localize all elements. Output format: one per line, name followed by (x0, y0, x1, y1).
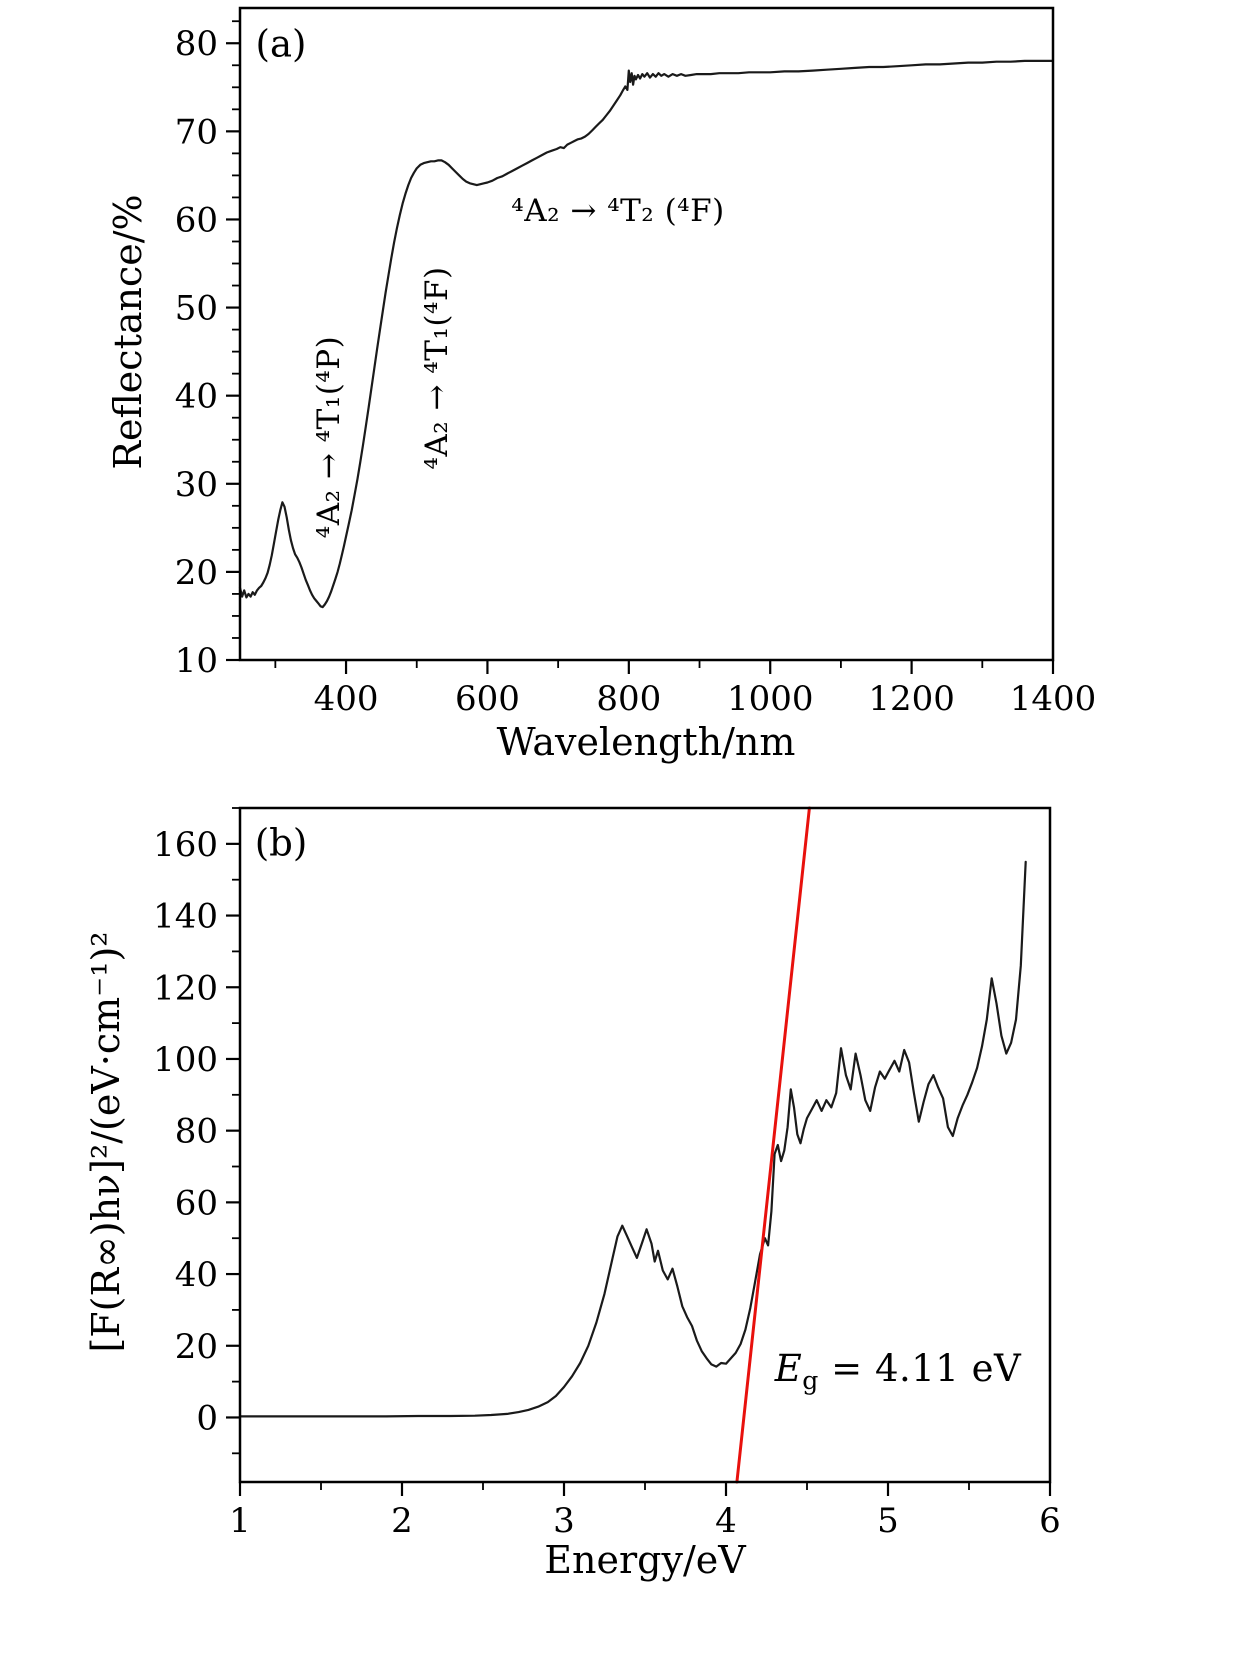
svg-text:20: 20 (175, 1327, 218, 1367)
svg-text:800: 800 (596, 679, 661, 719)
svg-text:2: 2 (391, 1501, 413, 1541)
panel-a-reflectance-chart: 400 600 800 1000 1200 1400 10 20 30 40 50 60 70 80 (a… (0, 0, 1260, 790)
panel-a-label: (a) (255, 22, 307, 66)
svg-text:140: 140 (153, 897, 218, 937)
svg-text:4: 4 (715, 1501, 737, 1541)
panel-b-label: (b) (254, 821, 308, 865)
svg-text:60: 60 (175, 200, 218, 240)
svg-text:60: 60 (175, 1183, 218, 1223)
svg-text:5: 5 (877, 1501, 899, 1541)
panel-a-x-axis-label: Wavelength/nm (496, 720, 796, 764)
svg-text:400: 400 (314, 679, 379, 719)
svg-text:40: 40 (175, 1255, 218, 1295)
band-gap-symbol: E (774, 1346, 803, 1390)
panel-b-tauc-chart: 1 2 3 4 5 6 0 20 40 60 80 100 120 140 160 (b) [F(R∞)hν… (0, 790, 1260, 1677)
panel-b-y-axis-label: [F(R∞)hν]²/(eV·cm⁻¹)² (84, 931, 128, 1353)
band-gap-annotation: Eg = 4.11 eV (775, 1347, 1021, 1395)
svg-text:10: 10 (175, 641, 218, 681)
svg-text:20: 20 (175, 553, 218, 593)
svg-text:0: 0 (196, 1398, 218, 1438)
panel-a-chart-canvas: 400 600 800 1000 1200 1400 10 20 30 40 50 60 70 80 (175, 6, 1097, 719)
svg-text:50: 50 (175, 289, 218, 329)
svg-text:40: 40 (175, 377, 218, 417)
band-gap-value-text: = 4.11 eV (818, 1346, 1022, 1390)
svg-text:120: 120 (153, 968, 218, 1008)
svg-text:70: 70 (175, 112, 218, 152)
svg-text:30: 30 (175, 465, 218, 505)
annotation-transition-4T1-4F: ⁴A₂ → ⁴T₁(⁴F) (419, 266, 455, 470)
svg-text:100: 100 (153, 1040, 218, 1080)
panel-a-y-axis-label: Reflectance/% (106, 194, 150, 470)
svg-text:160: 160 (153, 825, 218, 865)
annotation-transition-4T2-4F: ⁴A₂ → ⁴T₂ (⁴F) (511, 193, 725, 229)
panel-b-x-axis-label: Energy/eV (544, 1538, 746, 1582)
svg-text:1000: 1000 (727, 679, 814, 719)
svg-text:1400: 1400 (1010, 679, 1097, 719)
svg-text:1: 1 (229, 1501, 251, 1541)
annotation-transition-4T1-4P: ⁴A₂ → ⁴T₁(⁴P) (311, 335, 347, 539)
svg-text:600: 600 (455, 679, 520, 719)
svg-text:80: 80 (175, 24, 218, 64)
svg-text:3: 3 (553, 1501, 575, 1541)
svg-text:80: 80 (175, 1112, 218, 1152)
band-gap-subscript: g (802, 1366, 819, 1396)
svg-text:1200: 1200 (868, 679, 955, 719)
svg-text:6: 6 (1039, 1501, 1061, 1541)
